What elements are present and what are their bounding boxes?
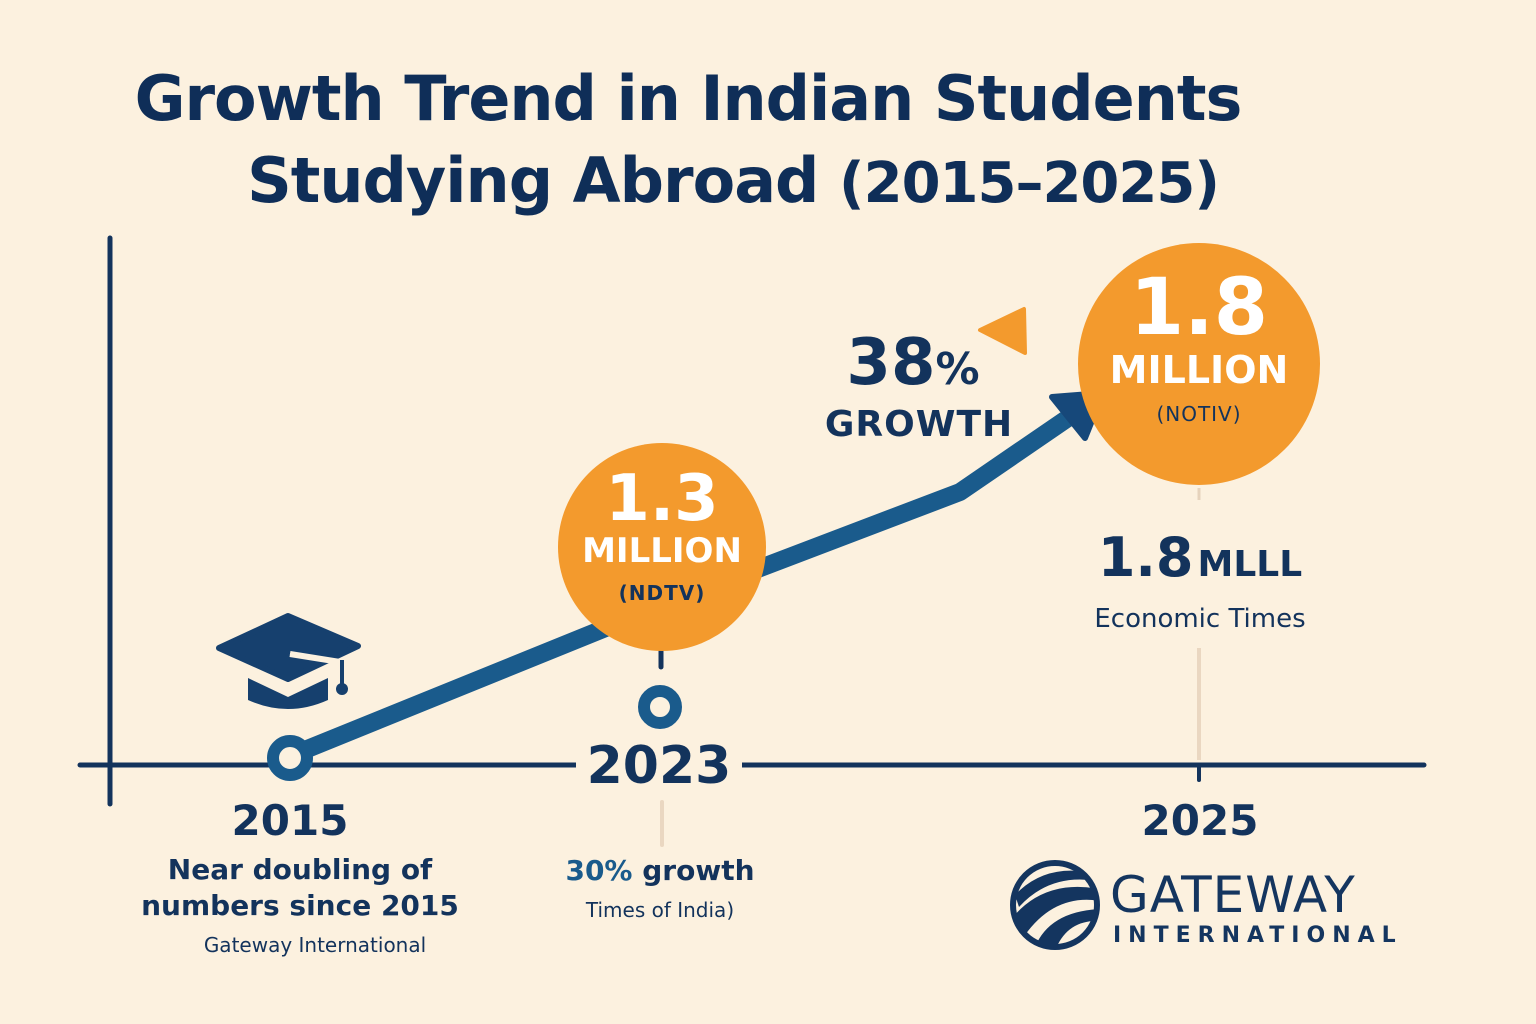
graduation-cap-icon xyxy=(216,613,361,709)
trend-line xyxy=(286,410,1074,765)
note-2023-label: growth xyxy=(632,854,755,887)
bubble-2023-value: 1.3 xyxy=(605,462,719,536)
note-2023-source: Times of India) xyxy=(585,898,735,922)
year-label-2015: 2015 xyxy=(231,796,349,845)
growth-percent-sign: % xyxy=(935,344,980,395)
title-line-2: Studying Abroad (2015–2025) xyxy=(0,140,1536,225)
logo-name: GATEWAY xyxy=(1110,866,1356,924)
growth-number: 38 xyxy=(846,326,936,400)
bubble-2023-unit: MILLION xyxy=(582,531,742,571)
note-2015-line-1: Near doubling of xyxy=(167,853,433,886)
gateway-logo: GATEWAY INTERNATIONAL xyxy=(1005,855,1405,955)
title-line-2-text: Studying Abroad xyxy=(247,144,819,217)
bubble-2025: 1.8 MILLION (NOTIV) xyxy=(1078,243,1320,485)
note-2015-source: Gateway International xyxy=(203,933,427,957)
node-2023 xyxy=(638,685,682,729)
bubble-2023-source: (NDTV) xyxy=(618,581,706,605)
growth-label: GROWTH xyxy=(824,404,1014,445)
year-label-2025: 2025 xyxy=(1141,796,1259,845)
note-2025-unit: MLLL xyxy=(1197,544,1303,585)
bubble-2023: 1.3 MILLION (NDTV) xyxy=(558,443,766,651)
title-line-1: Growth Trend in Indian Students xyxy=(134,62,1243,135)
globe-logo-icon xyxy=(1010,860,1100,950)
note-2025-source: Economic Times xyxy=(1094,604,1306,634)
bubble-2025-unit: MILLION xyxy=(1109,348,1289,392)
growth-value: 38% xyxy=(798,330,1028,403)
growth-callout: 38% GROWTH xyxy=(825,330,1028,447)
title-range: (2015–2025) xyxy=(839,151,1220,216)
logo-subtitle: INTERNATIONAL xyxy=(1113,923,1403,948)
note-2025-number: 1.8 xyxy=(1097,526,1194,589)
node-2015 xyxy=(267,735,313,781)
year-label-2023: 2023 xyxy=(576,736,742,796)
note-2023: 30% growth Times of India) xyxy=(530,854,790,925)
bubble-2025-value: 1.8 xyxy=(1129,263,1269,353)
note-2025-value: 1.8 MLLL xyxy=(1060,528,1340,601)
bubble-2025-source: (NOTIV) xyxy=(1156,402,1242,426)
note-2025: 1.8 MLLL Economic Times xyxy=(1060,528,1340,637)
note-2015-line-2: numbers since 2015 xyxy=(141,889,459,922)
note-2015: Near doubling of numbers since 2015 Gate… xyxy=(130,852,470,960)
orange-pointer-icon xyxy=(978,307,1027,355)
note-2023-percent: 30% xyxy=(565,854,633,887)
page-title: Growth Trend in Indian Students Studying… xyxy=(0,58,1536,225)
